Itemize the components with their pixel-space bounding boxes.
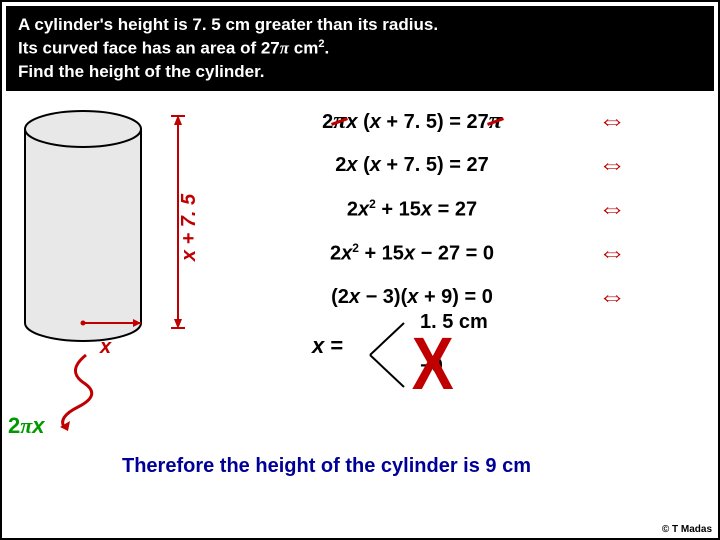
- pi-symbol: π: [20, 413, 32, 438]
- content-area: x + 7. 5 x 2πx 2πx (x + 7. 5) = 27π⇔2x (…: [2, 95, 718, 525]
- pi-symbol: π: [280, 39, 289, 58]
- reject-x-icon: X: [412, 327, 454, 401]
- iff-arrow-icon: ⇔: [592, 193, 632, 225]
- equation-text: 2πx (x + 7. 5) = 27π: [232, 108, 592, 135]
- squiggle-arrow: [56, 351, 116, 431]
- equation-row: 2x (x + 7. 5) = 27⇔: [232, 147, 702, 183]
- iff-arrow-icon: ⇔: [592, 281, 632, 313]
- problem-line-2: Its curved face has an area of 27π cm2.: [18, 37, 702, 61]
- conclusion: Therefore the height of the cylinder is …: [122, 455, 531, 478]
- equation-row: 2πx (x + 7. 5) = 27π⇔: [232, 103, 702, 139]
- equation-text: 2x (x + 7. 5) = 27: [232, 154, 592, 177]
- equation-text: 2x2 + 15x − 27 = 0: [232, 241, 592, 266]
- iff-arrow-icon: ⇔: [592, 105, 632, 137]
- equation-row: (2x − 3)(x + 9) = 0⇔: [232, 279, 702, 315]
- credit: © T Madas: [662, 524, 712, 535]
- equation-row: 2x2 + 15x = 27⇔: [232, 191, 702, 227]
- brace: [362, 315, 412, 395]
- equations-block: 2πx (x + 7. 5) = 27π⇔2x (x + 7. 5) = 27⇔…: [232, 103, 702, 323]
- problem-line-3: Find the height of the cylinder.: [18, 61, 702, 84]
- equation-text: 2x2 + 15x = 27: [232, 197, 592, 222]
- problem-line-1: A cylinder's height is 7. 5 cm greater t…: [18, 14, 702, 37]
- x-equals: x =: [312, 333, 343, 359]
- iff-arrow-icon: ⇔: [592, 237, 632, 269]
- height-label: x + 7. 5: [178, 194, 201, 261]
- equation-text: (2x − 3)(x + 9) = 0: [232, 286, 592, 309]
- circumference-label: 2πx: [8, 413, 45, 439]
- cylinder-diagram: x + 7. 5 x: [8, 101, 208, 401]
- equation-row: 2x2 + 15x − 27 = 0⇔: [232, 235, 702, 271]
- iff-arrow-icon: ⇔: [592, 149, 632, 181]
- problem-statement: A cylinder's height is 7. 5 cm greater t…: [6, 6, 714, 91]
